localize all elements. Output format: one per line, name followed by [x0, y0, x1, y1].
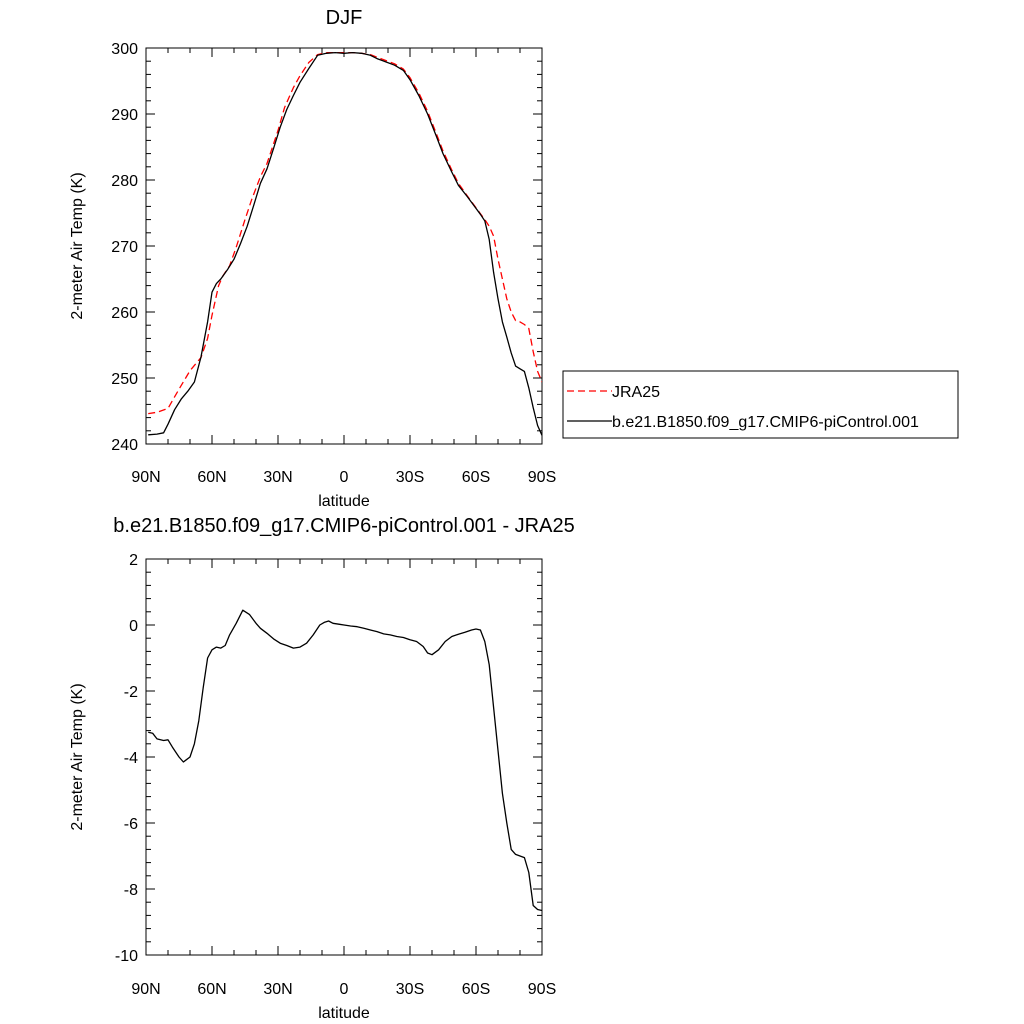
x-tick-label: 90N [131, 469, 160, 486]
x-tick-label: 30S [396, 981, 424, 998]
diff-series-line [148, 609, 542, 912]
series-line-jra25 [148, 51, 542, 415]
y-tick-label: 290 [111, 107, 138, 124]
x-tick-label: 90S [528, 981, 556, 998]
chart-2-title: b.e21.B1850.f09_g17.CMIP6-piControl.001 … [113, 515, 574, 537]
chart-2-frame [145, 558, 543, 956]
x-tick-label: 60S [462, 469, 490, 486]
x-tick-label: 30N [263, 981, 292, 998]
y-tick-label: -8 [124, 882, 138, 899]
x-tick-label: 0 [340, 469, 349, 486]
x-tick-label: 60N [197, 469, 226, 486]
legend-box [562, 370, 959, 439]
y-tick-label: -2 [124, 684, 138, 701]
series-line-b-e21-b1850-f09-g17-cmip6-picontrol-001 [148, 51, 542, 436]
x-tick-label: 60N [197, 981, 226, 998]
y-axis-label: 2-meter Air Temp (K) [69, 172, 86, 319]
y-tick-label: 260 [111, 305, 138, 322]
x-tick-label: 90S [528, 469, 556, 486]
y-tick-label: 300 [111, 41, 138, 58]
chart-1-frame [145, 47, 543, 445]
x-tick-label: 60S [462, 981, 490, 998]
x-tick-label: 30S [396, 469, 424, 486]
y-tick-label: 270 [111, 239, 138, 256]
x-axis-label: latitude [318, 493, 370, 510]
y-tick-label: 0 [129, 618, 138, 635]
y-axis-label: 2-meter Air Temp (K) [69, 683, 86, 830]
x-tick-label: 90N [131, 981, 160, 998]
x-axis-label: latitude [318, 1005, 370, 1022]
y-tick-label: 240 [111, 437, 138, 454]
chart-1-title: DJF [326, 7, 363, 29]
x-tick-label: 0 [340, 981, 349, 998]
y-tick-label: 2 [129, 552, 138, 569]
y-tick-label: -4 [124, 750, 138, 767]
y-tick-label: -6 [124, 816, 138, 833]
y-tick-label: 250 [111, 371, 138, 388]
y-tick-label: 280 [111, 173, 138, 190]
legend-label-2: b.e21.B1850.f09_g17.CMIP6-piControl.001 [612, 414, 919, 431]
y-tick-label: -10 [115, 948, 138, 965]
x-tick-label: 30N [263, 469, 292, 486]
legend-label-1: JRA25 [612, 384, 660, 401]
